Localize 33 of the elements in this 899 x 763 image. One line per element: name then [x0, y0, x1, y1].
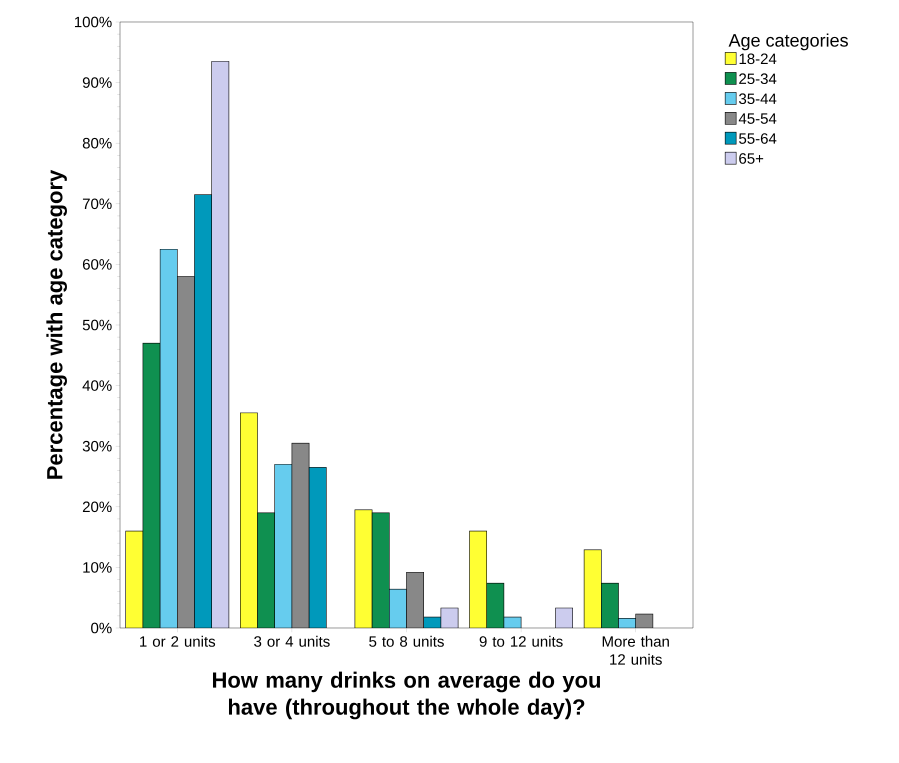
legend-title: Age categories [728, 34, 848, 50]
legend-label: 25-34 [739, 73, 776, 84]
y-tick-label: 20% [82, 501, 112, 512]
y-tick-label: 40% [82, 380, 112, 391]
bar [584, 550, 602, 628]
y-tick-label: 60% [82, 259, 112, 270]
x-tick-label: 9 to 12 units [480, 636, 563, 647]
y-tick-label: 10% [83, 562, 112, 573]
y-tick-label: 100% [74, 16, 112, 28]
bar [440, 608, 458, 628]
bar [354, 510, 372, 628]
bar [555, 608, 574, 628]
y-tick-label: 0% [91, 622, 112, 634]
bar [211, 61, 230, 628]
x-tick-label: 3 or 4 units [254, 636, 330, 647]
y-tick-label: 30% [82, 440, 112, 452]
y-axis-title: Percentage with age category [46, 170, 67, 479]
x-tick-label: 1 or 2 units [140, 636, 216, 647]
x-tick-label: More than 12 units [602, 636, 669, 665]
y-tick-label: 90% [82, 77, 112, 88]
x-axis-title: How many drinks on average do you have (throughout the whole day)? [212, 672, 600, 720]
legend-label: 45-54 [738, 113, 776, 124]
legend-label: 18-24 [740, 53, 776, 64]
y-tick-label: 50% [82, 320, 112, 330]
x-tick-label: 5 to 8 units [369, 636, 444, 647]
legend-label: 35-44 [739, 93, 776, 104]
bar [125, 530, 144, 628]
bar [469, 530, 488, 628]
y-tick-label: 70% [82, 198, 112, 210]
legend-label: 65+ [739, 153, 764, 164]
y-tick-label: 80% [82, 138, 112, 148]
legend-label: 55-64 [739, 133, 776, 144]
bar [240, 412, 258, 628]
